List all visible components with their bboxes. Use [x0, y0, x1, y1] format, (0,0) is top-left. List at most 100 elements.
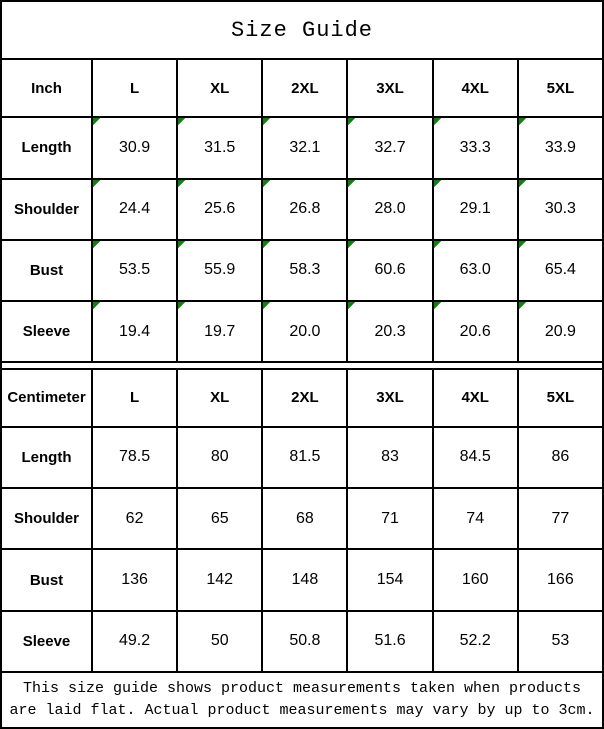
value-cell: 71 [346, 487, 434, 551]
size-header-cell: 3XL [346, 367, 434, 428]
green-triangle-marker [264, 119, 271, 126]
cm-length-row: Length 78.5 80 81.5 83 84.5 86 [0, 425, 604, 490]
cm-shoulder-row: Shoulder 62 65 68 71 74 77 [0, 487, 604, 551]
value-cell: 55.9 [176, 238, 264, 303]
row-label-cell: Shoulder [0, 177, 93, 241]
green-triangle-marker [264, 241, 271, 248]
size-header-cell: XL [176, 367, 264, 428]
row-label-cell: Sleeve [0, 609, 93, 674]
size-header-cell: L [90, 57, 179, 119]
value-cell: 84.5 [431, 425, 519, 490]
cm-bust-row: Bust 136 142 148 154 160 166 [0, 548, 604, 612]
value-cell: 19.7 [176, 300, 264, 364]
value-cell: 77 [516, 487, 604, 551]
value-cell: 53 [516, 609, 604, 674]
value-cell: 32.1 [261, 116, 349, 180]
value-cell: 74 [431, 487, 519, 551]
value-cell: 25.6 [176, 177, 264, 241]
value-cell: 32.7 [346, 116, 434, 180]
green-triangle-marker [94, 180, 100, 187]
value-cell: 31.5 [176, 116, 264, 180]
value-text: 30.3 [544, 200, 576, 218]
row-label-cell: Length [0, 425, 93, 490]
green-triangle-marker [519, 180, 526, 187]
value-cell: 80 [176, 425, 264, 490]
green-triangle-marker [349, 241, 356, 248]
value-cell: 20.9 [516, 300, 604, 364]
value-cell: 63.0 [431, 238, 519, 303]
inch-header-row: Inch L XL 2XL 3XL 4XL 5XL [0, 57, 604, 119]
size-header-cell: 4XL [431, 57, 519, 119]
size-header-cell: L [90, 367, 179, 428]
value-cell: 19.4 [90, 300, 179, 364]
value-text: 24.4 [119, 200, 151, 218]
value-cell: 20.0 [261, 300, 349, 364]
value-cell: 68 [261, 487, 349, 551]
row-label-cell: Sleeve [0, 300, 93, 364]
value-cell: 65 [176, 487, 264, 551]
value-text: 58.3 [289, 261, 321, 279]
value-text: 60.6 [374, 261, 406, 279]
value-text: 19.4 [119, 322, 151, 340]
value-text: 20.6 [459, 322, 491, 340]
spacer-cell [0, 361, 604, 370]
value-cell: 160 [431, 548, 519, 612]
title-row: Size Guide [0, 0, 604, 60]
row-label-cell: Bust [0, 548, 93, 612]
value-cell: 60.6 [346, 238, 434, 303]
size-header-cell: 4XL [431, 367, 519, 428]
green-triangle-marker [179, 241, 186, 248]
green-triangle-marker [94, 303, 100, 310]
size-header-cell: 3XL [346, 57, 434, 119]
value-cell: 58.3 [261, 238, 349, 303]
green-triangle-marker [179, 180, 186, 187]
value-cell: 81.5 [261, 425, 349, 490]
value-cell: 83 [346, 425, 434, 490]
value-cell: 26.8 [261, 177, 349, 241]
value-cell: 136 [90, 548, 179, 612]
value-text: 33.3 [459, 138, 491, 156]
size-header-cell: XL [176, 57, 264, 119]
value-cell: 28.0 [346, 177, 434, 241]
value-text: 29.1 [459, 200, 491, 218]
value-cell: 166 [516, 548, 604, 612]
value-cell: 30.3 [516, 177, 604, 241]
value-cell: 51.6 [346, 609, 434, 674]
value-cell: 33.9 [516, 116, 604, 180]
value-cell: 154 [346, 548, 434, 612]
cm-unit-header-cell: Centimeter [0, 367, 93, 428]
value-text: 53.5 [119, 261, 151, 279]
row-label-cell: Length [0, 116, 93, 180]
footer-note-line-2: are laid flat. Actual product measuremen… [9, 702, 595, 719]
value-text: 55.9 [204, 261, 236, 279]
inch-unit-header-cell: Inch [0, 57, 93, 119]
value-cell: 24.4 [90, 177, 179, 241]
value-text: 30.9 [119, 138, 151, 156]
green-triangle-marker [434, 241, 441, 248]
value-text: 33.9 [544, 138, 576, 156]
footer-note: This size guide shows product measuremen… [0, 671, 604, 729]
value-cell: 65.4 [516, 238, 604, 303]
value-cell: 148 [261, 548, 349, 612]
green-triangle-marker [519, 241, 526, 248]
value-cell: 29.1 [431, 177, 519, 241]
page-title: Size Guide [0, 0, 604, 60]
value-cell: 142 [176, 548, 264, 612]
value-cell: 86 [516, 425, 604, 490]
value-cell: 78.5 [90, 425, 179, 490]
inch-sleeve-row: Sleeve 19.4 19.7 20.0 20.3 20.6 20.9 [0, 300, 604, 364]
green-triangle-marker [264, 303, 271, 310]
row-label-cell: Shoulder [0, 487, 93, 551]
value-cell: 30.9 [90, 116, 179, 180]
inch-length-row: Length 30.9 31.5 32.1 32.7 33.3 33.9 [0, 116, 604, 180]
value-text: 19.7 [204, 322, 236, 340]
value-text: 32.1 [289, 138, 321, 156]
green-triangle-marker [519, 119, 526, 126]
green-triangle-marker [94, 119, 100, 126]
footer-note-line-1: This size guide shows product measuremen… [22, 680, 582, 698]
inch-shoulder-row: Shoulder 24.4 25.6 26.8 28.0 29.1 30.3 [0, 177, 604, 241]
green-triangle-marker [179, 119, 186, 126]
value-cell: 33.3 [431, 116, 519, 180]
